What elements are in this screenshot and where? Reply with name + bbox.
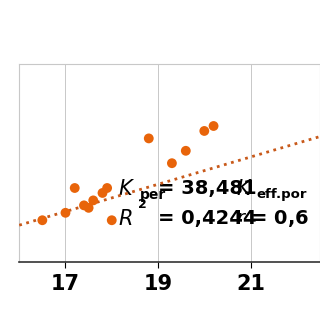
Point [109,218,114,223]
Text: = 0,4244: = 0,4244 [157,209,256,228]
Text: eff.por: eff.por [257,188,307,202]
Text: per: per [140,188,166,202]
Text: $\mathbf{\mathit{r}}$ = 0,6: $\mathbf{\mathit{r}}$ = 0,6 [236,208,309,229]
Point [40,218,45,223]
Text: $\mathbf{\mathit{K}}$: $\mathbf{\mathit{K}}$ [118,179,136,199]
Text: $\mathbf{\mathit{R}}$: $\mathbf{\mathit{R}}$ [118,209,133,229]
Point [72,185,77,190]
Text: 2: 2 [138,198,147,212]
Text: = 38,481: = 38,481 [157,180,256,198]
Point [146,136,151,141]
Point [183,148,188,153]
Point [91,198,96,203]
Point [100,190,105,196]
Point [169,161,174,166]
Text: $\mathbf{\mathit{K}}$: $\mathbf{\mathit{K}}$ [236,179,253,199]
Point [105,185,110,190]
Point [202,128,207,133]
Point [81,203,86,208]
Point [211,124,216,129]
Point [63,210,68,215]
Point [86,205,91,211]
